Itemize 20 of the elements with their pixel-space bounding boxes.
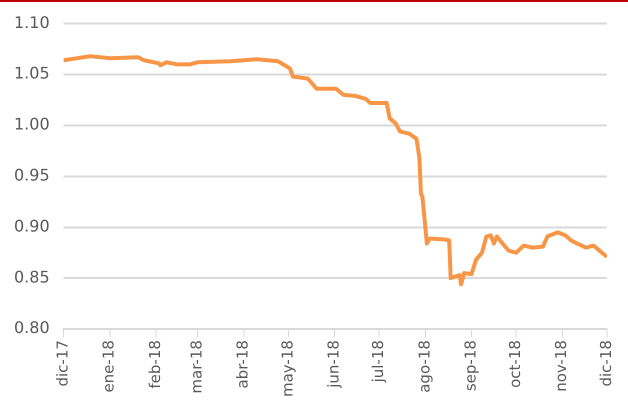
x-tick-label: oct-18 xyxy=(506,340,524,388)
y-tick-label: 1.00 xyxy=(14,114,50,134)
y-tick-label: 1.10 xyxy=(14,12,50,32)
x-tick-label: mar-18 xyxy=(188,340,206,394)
x-tick-label: ene-18 xyxy=(100,340,118,393)
x-tick-label: ago-18 xyxy=(415,340,434,393)
y-tick-label: 0.95 xyxy=(14,166,50,184)
y-tick-label: 0.90 xyxy=(14,216,50,236)
y-tick-label: 1.05 xyxy=(14,64,50,83)
x-tick-label: dic-18 xyxy=(596,340,615,387)
x-tick-label: nov-18 xyxy=(552,340,570,392)
x-tick-label: dic-17 xyxy=(54,340,72,387)
y-tick-label: 0.80 xyxy=(14,318,50,338)
x-tick-label: may-18 xyxy=(278,340,296,398)
x-tick-label: abr-18 xyxy=(234,340,252,389)
x-tick-label: feb-18 xyxy=(146,340,164,389)
x-tick-label: jul-18 xyxy=(369,340,388,384)
y-tick-label: 0.85 xyxy=(14,267,50,286)
x-tick-label: sep-18 xyxy=(461,340,480,392)
x-tick-label: jun-18 xyxy=(324,340,342,389)
